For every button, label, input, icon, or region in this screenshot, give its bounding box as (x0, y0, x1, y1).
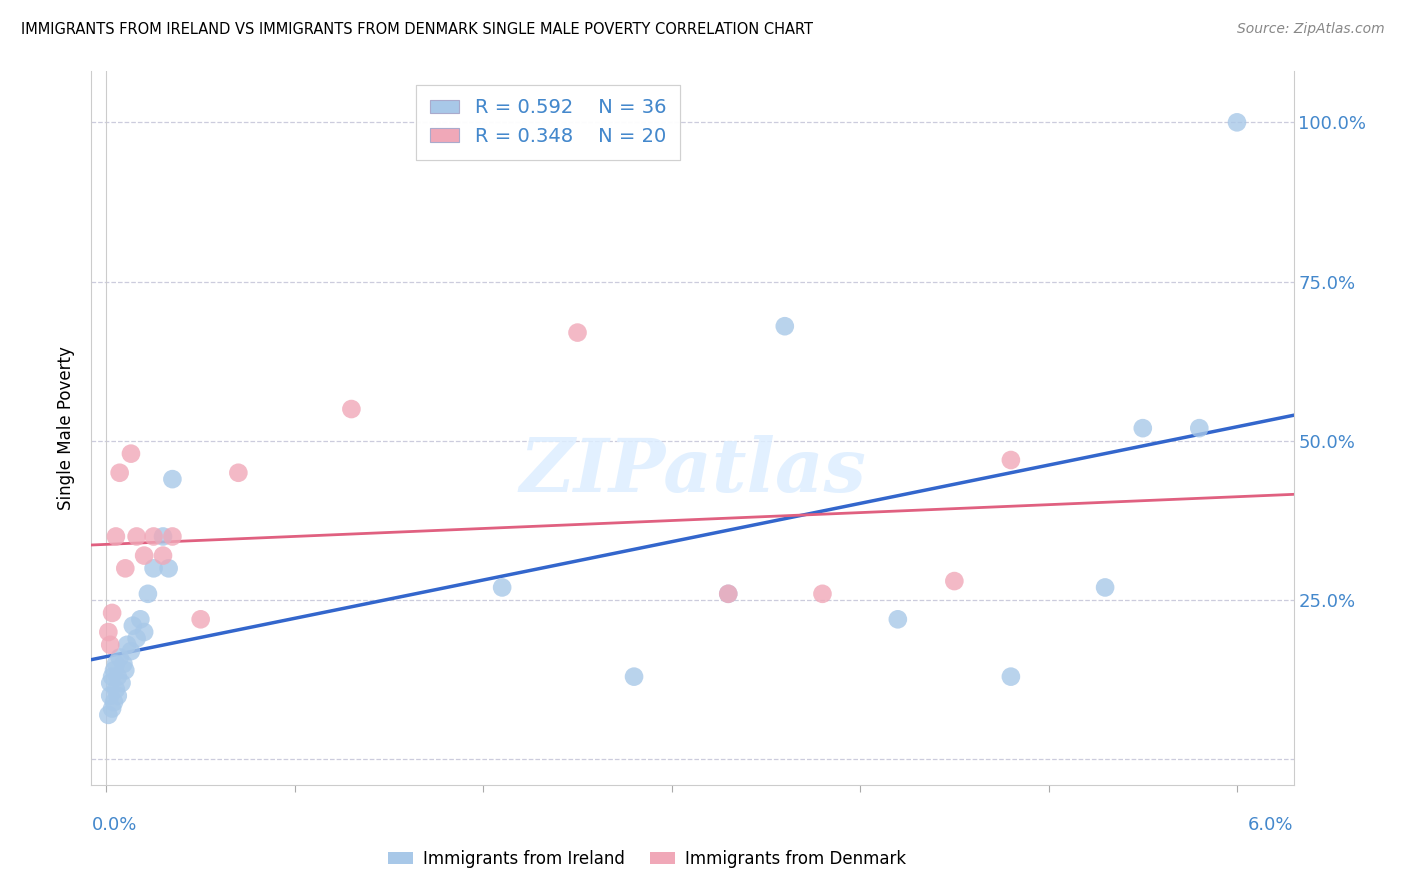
Point (108, 650, 131, 665)
Point (107, 670, 129, 684)
Point (103, 695, 125, 709)
Text: IMMIGRANTS FROM IRELAND VS IMMIGRANTS FROM DENMARK SINGLE MALE POVERTY CORRELATI: IMMIGRANTS FROM IRELAND VS IMMIGRANTS FR… (21, 22, 813, 37)
Point (1000, 670, 1022, 684)
Point (623, 670, 645, 684)
Point (97, 707, 120, 722)
Point (1094, 581, 1116, 595)
Text: 6.0%: 6.0% (1249, 816, 1294, 834)
Point (717, 587, 740, 601)
Point (152, 549, 174, 563)
Point (107, 689, 129, 703)
Point (129, 612, 152, 626)
Point (887, 612, 910, 626)
Point (811, 587, 834, 601)
Point (717, 587, 740, 601)
Point (101, 670, 124, 684)
Point (101, 606, 124, 620)
Point (103, 663, 125, 677)
Point (98, 689, 121, 703)
Text: Source: ZipAtlas.com: Source: ZipAtlas.com (1237, 22, 1385, 37)
Point (120, 644, 142, 658)
Point (142, 561, 165, 575)
Point (340, 402, 363, 417)
Point (125, 632, 148, 646)
Point (228, 466, 250, 480)
Text: ZIPatlas: ZIPatlas (519, 434, 866, 508)
Point (112, 657, 135, 671)
Point (773, 319, 796, 334)
Point (134, 625, 156, 640)
Point (115, 638, 138, 652)
Point (1132, 421, 1154, 435)
Point (120, 447, 142, 461)
Point (134, 549, 156, 563)
Point (142, 529, 165, 543)
Point (98, 638, 121, 652)
Point (104, 682, 127, 697)
Legend: Immigrants from Ireland, Immigrants from Denmark: Immigrants from Ireland, Immigrants from… (381, 844, 912, 875)
Point (104, 657, 127, 671)
Point (98, 676, 121, 690)
Point (190, 612, 212, 626)
Point (1188, 421, 1211, 435)
Point (491, 581, 513, 595)
Point (125, 529, 148, 543)
Point (162, 529, 184, 543)
Y-axis label: Single Male Poverty: Single Male Poverty (58, 346, 76, 510)
Text: 0.0%: 0.0% (91, 816, 136, 834)
Point (136, 587, 159, 601)
Legend: R = 0.592    N = 36, R = 0.348    N = 20: R = 0.592 N = 36, R = 0.348 N = 20 (416, 85, 681, 160)
Point (162, 472, 184, 486)
Point (114, 663, 136, 677)
Point (97, 625, 120, 640)
Point (157, 561, 180, 575)
Point (104, 529, 127, 543)
Point (1000, 453, 1022, 467)
Point (108, 466, 131, 480)
Point (152, 529, 174, 543)
Point (1226, 115, 1249, 129)
Point (101, 701, 124, 715)
Point (110, 676, 132, 690)
Point (121, 618, 143, 632)
Point (567, 326, 589, 340)
Point (114, 561, 136, 575)
Point (943, 574, 966, 588)
